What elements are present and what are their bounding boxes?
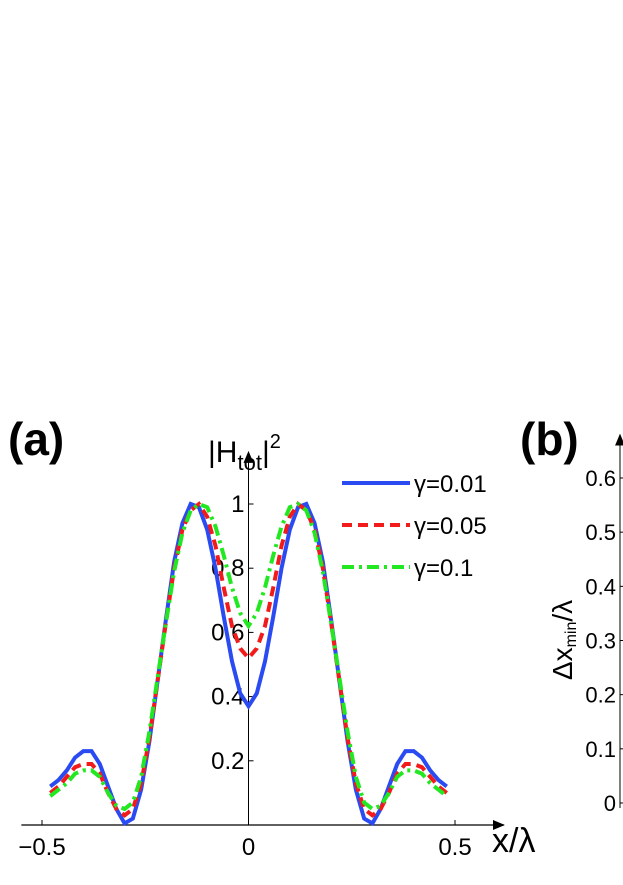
legend-label: γ=0.05	[414, 513, 487, 540]
panel-label: (b)	[520, 413, 579, 465]
series-line	[49, 501, 448, 812]
y-tick-label: 0.3	[585, 629, 616, 654]
y-axis-label: |Htot|2	[208, 431, 281, 475]
y-axis-label-part: |H	[208, 436, 237, 469]
y-tick-label: 0.6	[585, 466, 616, 491]
y-axis-label-group: Δxmin/λ	[547, 600, 580, 680]
y-tick-label: 0.2	[211, 748, 244, 775]
y-axis-label-part: tot	[237, 450, 261, 475]
y-tick-label: 0.1	[585, 737, 616, 762]
legend-label: γ=0.01	[414, 471, 487, 498]
y-tick-label: 0.5	[585, 520, 616, 545]
series-line	[49, 501, 448, 818]
x-tick-label: 0	[242, 834, 255, 861]
x-tick-label: −0.5	[18, 834, 65, 861]
panel-label: (a)	[8, 413, 64, 465]
y-axis-label-part: 2	[270, 431, 281, 453]
y-tick-label: 0.2	[585, 683, 616, 708]
y-axis-label-part: Δx	[547, 647, 578, 680]
y-tick-label: 0.4	[585, 574, 616, 599]
y-axis-label-part: min	[563, 622, 580, 648]
x-tick-label: 0.5	[438, 834, 471, 861]
y-tick-label: 0	[604, 791, 616, 816]
y-axis-label: Δxmin/λ	[547, 600, 580, 680]
y-axis-label-part: /λ	[547, 600, 578, 622]
x-axis-label: x/λ	[492, 822, 535, 860]
y-tick-label: 1	[231, 491, 244, 518]
legend-label: γ=0.1	[414, 555, 473, 582]
y-axis-label-part: |	[262, 436, 270, 469]
